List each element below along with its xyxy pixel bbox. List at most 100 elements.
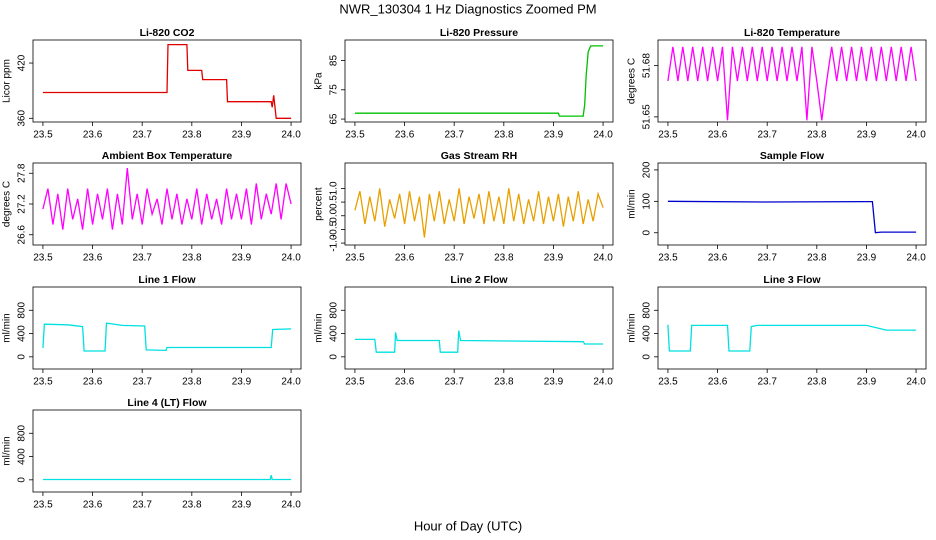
y-axis-label: ml/min	[2, 436, 13, 465]
x-tick-label: 23.6	[83, 377, 103, 388]
x-tick-label: 23.5	[658, 377, 678, 388]
panel-title: Li-820 CO2	[140, 27, 195, 39]
y-axis-label: degrees C	[2, 181, 13, 227]
plot-frame	[657, 286, 927, 370]
x-tick-label: 23.8	[807, 253, 827, 264]
x-tick-label: 24.0	[906, 253, 926, 264]
data-line	[354, 330, 604, 353]
x-tick-label: 23.9	[544, 253, 564, 264]
panel-title: Gas Stream RH	[441, 150, 517, 162]
x-tick-label: 23.6	[83, 500, 103, 511]
x-tick-label: 23.9	[857, 377, 877, 388]
panel-title: Li-820 Pressure	[440, 27, 518, 39]
x-tick-label: 23.6	[83, 253, 103, 264]
y-tick-label: -1.0	[329, 234, 340, 252]
panel-title: Sample Flow	[760, 150, 825, 162]
y-tick-label: 51.65	[642, 104, 653, 129]
x-tick-label: 23.9	[232, 500, 252, 511]
x-tick-label: 23.5	[33, 377, 53, 388]
x-tick-label: 23.8	[807, 377, 827, 388]
plot-frame	[344, 39, 614, 123]
y-tick-label: 0	[642, 230, 653, 236]
y-tick-label: 400	[329, 325, 340, 342]
x-tick-label: 24.0	[281, 500, 301, 511]
x-tick-label: 23.6	[708, 253, 728, 264]
x-tick-label: 24.0	[593, 130, 613, 141]
plot-frame	[32, 39, 302, 123]
x-tick-label: 23.7	[444, 130, 464, 141]
y-tick-label: -0.5	[329, 220, 340, 238]
x-tick-label: 23.9	[857, 253, 877, 264]
plot-frame	[657, 162, 927, 246]
x-tick-label: 23.7	[757, 253, 777, 264]
data-line	[354, 188, 604, 238]
x-tick-label: 24.0	[593, 377, 613, 388]
data-line	[42, 322, 292, 352]
y-tick-label: 400	[17, 325, 28, 342]
y-tick-label: 85	[329, 55, 340, 67]
data-line	[42, 43, 292, 119]
x-tick-label: 23.8	[494, 377, 514, 388]
page-title: NWR_130304 1 Hz Diagnostics Zoomed PM	[339, 1, 596, 16]
x-tick-label: 23.7	[132, 377, 152, 388]
y-tick-label: 51.68	[642, 53, 653, 78]
x-tick-label: 23.8	[182, 130, 202, 141]
x-tick-label: 23.5	[345, 253, 365, 264]
y-axis-label: ml/min	[627, 313, 638, 342]
y-tick-label: 360	[17, 110, 28, 127]
x-tick-label: 23.6	[395, 253, 415, 264]
panel-title: Ambient Box Temperature	[102, 150, 233, 162]
plot-frame	[32, 286, 302, 370]
y-tick-label: 0	[17, 354, 28, 360]
y-tick-label: 0	[329, 354, 340, 360]
x-tick-label: 23.9	[232, 130, 252, 141]
y-tick-label: 75	[329, 84, 340, 96]
y-tick-label: 800	[329, 301, 340, 318]
data-line	[667, 200, 917, 234]
y-tick-label: 27.2	[17, 194, 28, 214]
x-tick-label: 23.6	[83, 130, 103, 141]
x-tick-label: 23.6	[395, 130, 415, 141]
y-axis-label: Licor ppm	[2, 59, 13, 103]
y-tick-label: 800	[642, 301, 653, 318]
data-line	[667, 46, 917, 121]
x-tick-label: 23.8	[182, 500, 202, 511]
panel-title: Line 1 Flow	[138, 274, 196, 286]
y-axis-label: ml/min	[627, 189, 638, 218]
y-tick-label: 800	[17, 424, 28, 441]
y-tick-label: 26.6	[17, 225, 28, 245]
y-tick-label: 0	[642, 354, 653, 360]
x-tick-label: 23.7	[757, 130, 777, 141]
x-tick-label: 23.8	[494, 253, 514, 264]
y-tick-label: 400	[642, 325, 653, 342]
plot-frame	[344, 162, 614, 246]
x-tick-label: 23.5	[658, 130, 678, 141]
plot-frame	[32, 162, 302, 246]
x-tick-label: 23.8	[494, 130, 514, 141]
data-line	[42, 475, 292, 481]
panel-title: Line 2 Flow	[450, 274, 508, 286]
x-tick-label: 23.9	[857, 130, 877, 141]
x-tick-label: 23.9	[544, 130, 564, 141]
x-tick-label: 23.9	[544, 377, 564, 388]
plot-frame	[657, 39, 927, 123]
panel-title: Line 3 Flow	[763, 274, 821, 286]
x-tick-label: 24.0	[906, 130, 926, 141]
data-line	[354, 45, 604, 117]
x-tick-label: 23.5	[658, 253, 678, 264]
x-tick-label: 23.7	[444, 377, 464, 388]
y-tick-label: 100	[642, 193, 653, 210]
x-tick-label: 23.7	[132, 253, 152, 264]
data-line	[42, 168, 292, 230]
plot-frame	[32, 409, 302, 493]
panel-title: Li-820 Temperature	[744, 27, 840, 39]
x-tick-label: 23.5	[33, 253, 53, 264]
x-tick-label: 23.7	[132, 500, 152, 511]
y-axis-label: percent	[314, 187, 325, 221]
y-tick-label: 0	[17, 477, 28, 483]
x-tick-label: 23.9	[232, 377, 252, 388]
y-tick-label: 400	[17, 448, 28, 465]
x-tick-label: 23.8	[807, 130, 827, 141]
x-tick-label: 23.8	[182, 377, 202, 388]
